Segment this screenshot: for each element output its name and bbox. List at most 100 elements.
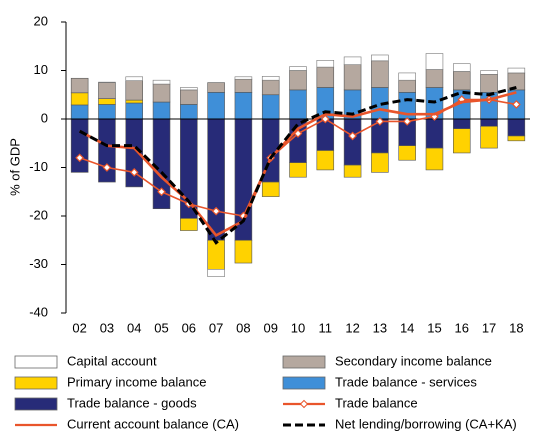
legend-item: Current account balance (CA) xyxy=(15,416,239,431)
x-tick-label: 11 xyxy=(319,320,333,335)
bar-segment xyxy=(125,80,143,101)
bar-segment xyxy=(207,92,225,120)
line-marker xyxy=(129,168,139,177)
y-tick-label: -20 xyxy=(29,207,48,222)
line-marker xyxy=(75,153,84,163)
x-tick-label: 18 xyxy=(509,320,523,335)
bar-segment xyxy=(207,118,225,241)
bar-segment xyxy=(125,76,143,81)
bar-segment xyxy=(98,118,116,183)
x-tick-label: 05 xyxy=(154,320,168,335)
bar-segment xyxy=(207,269,225,277)
bar-segment xyxy=(261,76,280,81)
x-tick-label: 16 xyxy=(455,320,469,335)
y-tick-label: -10 xyxy=(29,159,48,174)
bar-segment xyxy=(152,101,171,120)
legend-label: Net lending/borrowing (CA+KA) xyxy=(335,416,517,431)
x-tick-label: 15 xyxy=(427,320,441,335)
bar-segment xyxy=(70,104,89,120)
legend-label: Capital account xyxy=(67,353,157,368)
bar-segment xyxy=(480,125,498,149)
x-tick-label: 10 xyxy=(291,320,305,335)
bar-segment xyxy=(98,104,116,120)
line-marker xyxy=(102,163,112,172)
bar-segment xyxy=(234,92,253,120)
bar-segment xyxy=(343,164,362,178)
y-tick-label: 20 xyxy=(34,13,48,28)
x-tick-label: 03 xyxy=(100,320,114,335)
x-tick-label: 12 xyxy=(345,320,359,335)
bar-segment xyxy=(507,72,526,91)
bar-segment xyxy=(425,118,444,149)
bar-segment xyxy=(480,70,498,75)
bar-segment xyxy=(70,77,89,94)
bar-segment xyxy=(316,150,335,171)
legend-item: Secondary income balance xyxy=(282,353,492,369)
bar-segment xyxy=(207,82,225,93)
bar-segment xyxy=(453,71,471,91)
bar-segment xyxy=(70,92,89,106)
y-tick-label: 10 xyxy=(34,62,48,77)
bar-segment xyxy=(507,135,526,142)
line-marker xyxy=(375,117,385,126)
legend-label: Trade balance - services xyxy=(335,374,477,389)
legend-label: Trade balance xyxy=(335,395,418,410)
x-tick-label: 06 xyxy=(182,320,196,335)
y-axis-label: % of GDP xyxy=(7,138,22,196)
bar-segment xyxy=(371,54,389,62)
legend-label: Current account balance (CA) xyxy=(67,416,239,431)
legend-label: Secondary income balance xyxy=(335,353,492,368)
legend-item: Trade balance xyxy=(283,395,418,410)
bar-segment xyxy=(316,118,335,151)
x-tick-label: 13 xyxy=(373,320,387,335)
bar-segment xyxy=(371,60,389,88)
legend-swatch xyxy=(282,355,326,369)
bar-segment xyxy=(261,94,280,120)
bar-segment xyxy=(234,78,253,93)
legend-label: Primary income balance xyxy=(67,374,206,389)
bar-segment xyxy=(398,145,416,161)
bar-segment xyxy=(343,64,362,91)
bar-segment xyxy=(425,147,444,171)
line-marker xyxy=(512,100,521,109)
legend-item: Capital account xyxy=(14,353,157,369)
x-tick-label: 04 xyxy=(127,320,141,335)
legend-item: Net lending/borrowing (CA+KA) xyxy=(283,416,517,431)
legend-swatch xyxy=(14,355,58,369)
line-marker xyxy=(348,131,357,141)
x-tick-label: 09 xyxy=(263,320,277,335)
bar-segment xyxy=(261,181,280,197)
bar-segment xyxy=(152,83,171,103)
line-marker xyxy=(320,114,330,124)
bar-segment xyxy=(234,76,253,80)
bar-segment xyxy=(70,118,89,173)
bar-segment xyxy=(180,89,198,105)
bar-segment xyxy=(289,66,307,71)
bar-segment xyxy=(425,53,444,70)
legend-marker xyxy=(299,399,309,409)
x-tick-label: 02 xyxy=(72,320,86,335)
bar-segment xyxy=(425,69,444,88)
bar-segment xyxy=(98,82,116,99)
bar-segment xyxy=(289,70,307,91)
y-tick-label: 0 xyxy=(41,110,48,125)
legend-item: Primary income balance xyxy=(14,374,206,390)
legend-label: Trade balance - goods xyxy=(67,395,197,410)
legend-swatch xyxy=(14,397,58,411)
line-series xyxy=(78,86,517,245)
line-marker xyxy=(402,117,412,126)
line-marker xyxy=(211,206,221,216)
bar-segment xyxy=(398,72,416,81)
legend-item: Trade balance - goods xyxy=(14,395,197,411)
bar-segment xyxy=(234,239,253,264)
bar-segment xyxy=(371,152,389,173)
legend-swatch xyxy=(14,376,58,390)
legend-item: Trade balance - services xyxy=(282,374,477,389)
bar-segment xyxy=(289,89,307,120)
bar-segment xyxy=(343,56,362,65)
bar-segment xyxy=(453,63,471,72)
bar-segment xyxy=(180,104,198,120)
x-tick-label: 07 xyxy=(209,320,223,335)
x-tick-label: 17 xyxy=(482,320,496,335)
